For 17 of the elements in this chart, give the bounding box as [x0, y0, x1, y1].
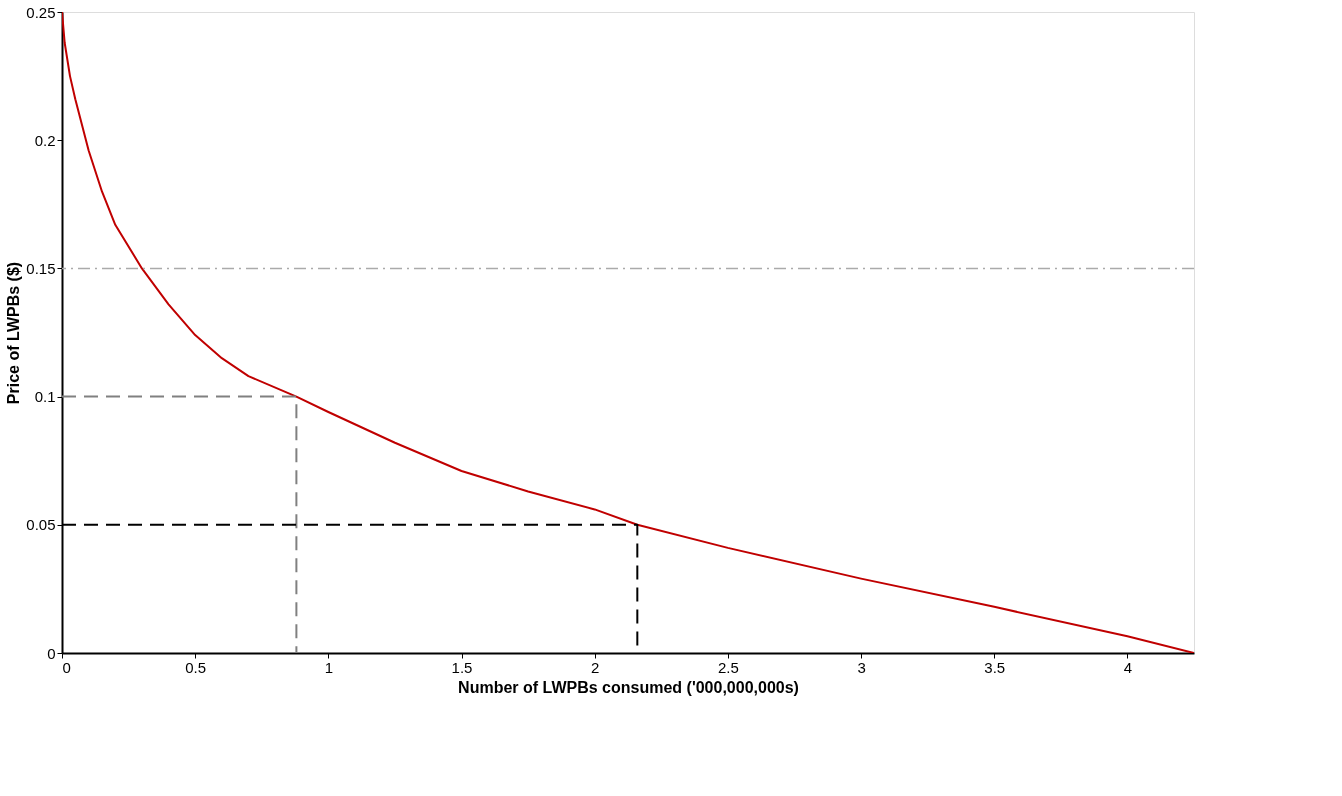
x-tick-label: 0	[62, 658, 71, 676]
x-tick-label: 2	[591, 658, 600, 676]
x-tick-label: 0.5	[185, 658, 207, 676]
x-tick-label: 1.5	[451, 658, 473, 676]
y-tick-label: 0.25	[26, 3, 56, 21]
x-tick-label: 1	[324, 658, 334, 676]
y-tick-label: 0.2	[34, 131, 56, 149]
x-tick-label: 3	[857, 658, 866, 676]
y-tick-label: 0.15	[26, 259, 56, 277]
y-tick-label: 0	[47, 644, 56, 662]
x-tick-label: 2.5	[717, 658, 739, 676]
y-tick-label: 0.1	[34, 388, 56, 406]
y-axis-title: Price of LWPBs ($)	[5, 261, 23, 405]
x-tick-label: 3.5	[984, 658, 1006, 676]
y-tick-label: 0.05	[26, 516, 56, 534]
x-tick-label: 4	[1123, 658, 1133, 676]
x-axis-title: Number of LWPBs consumed ('000,000,000s)	[458, 678, 799, 696]
